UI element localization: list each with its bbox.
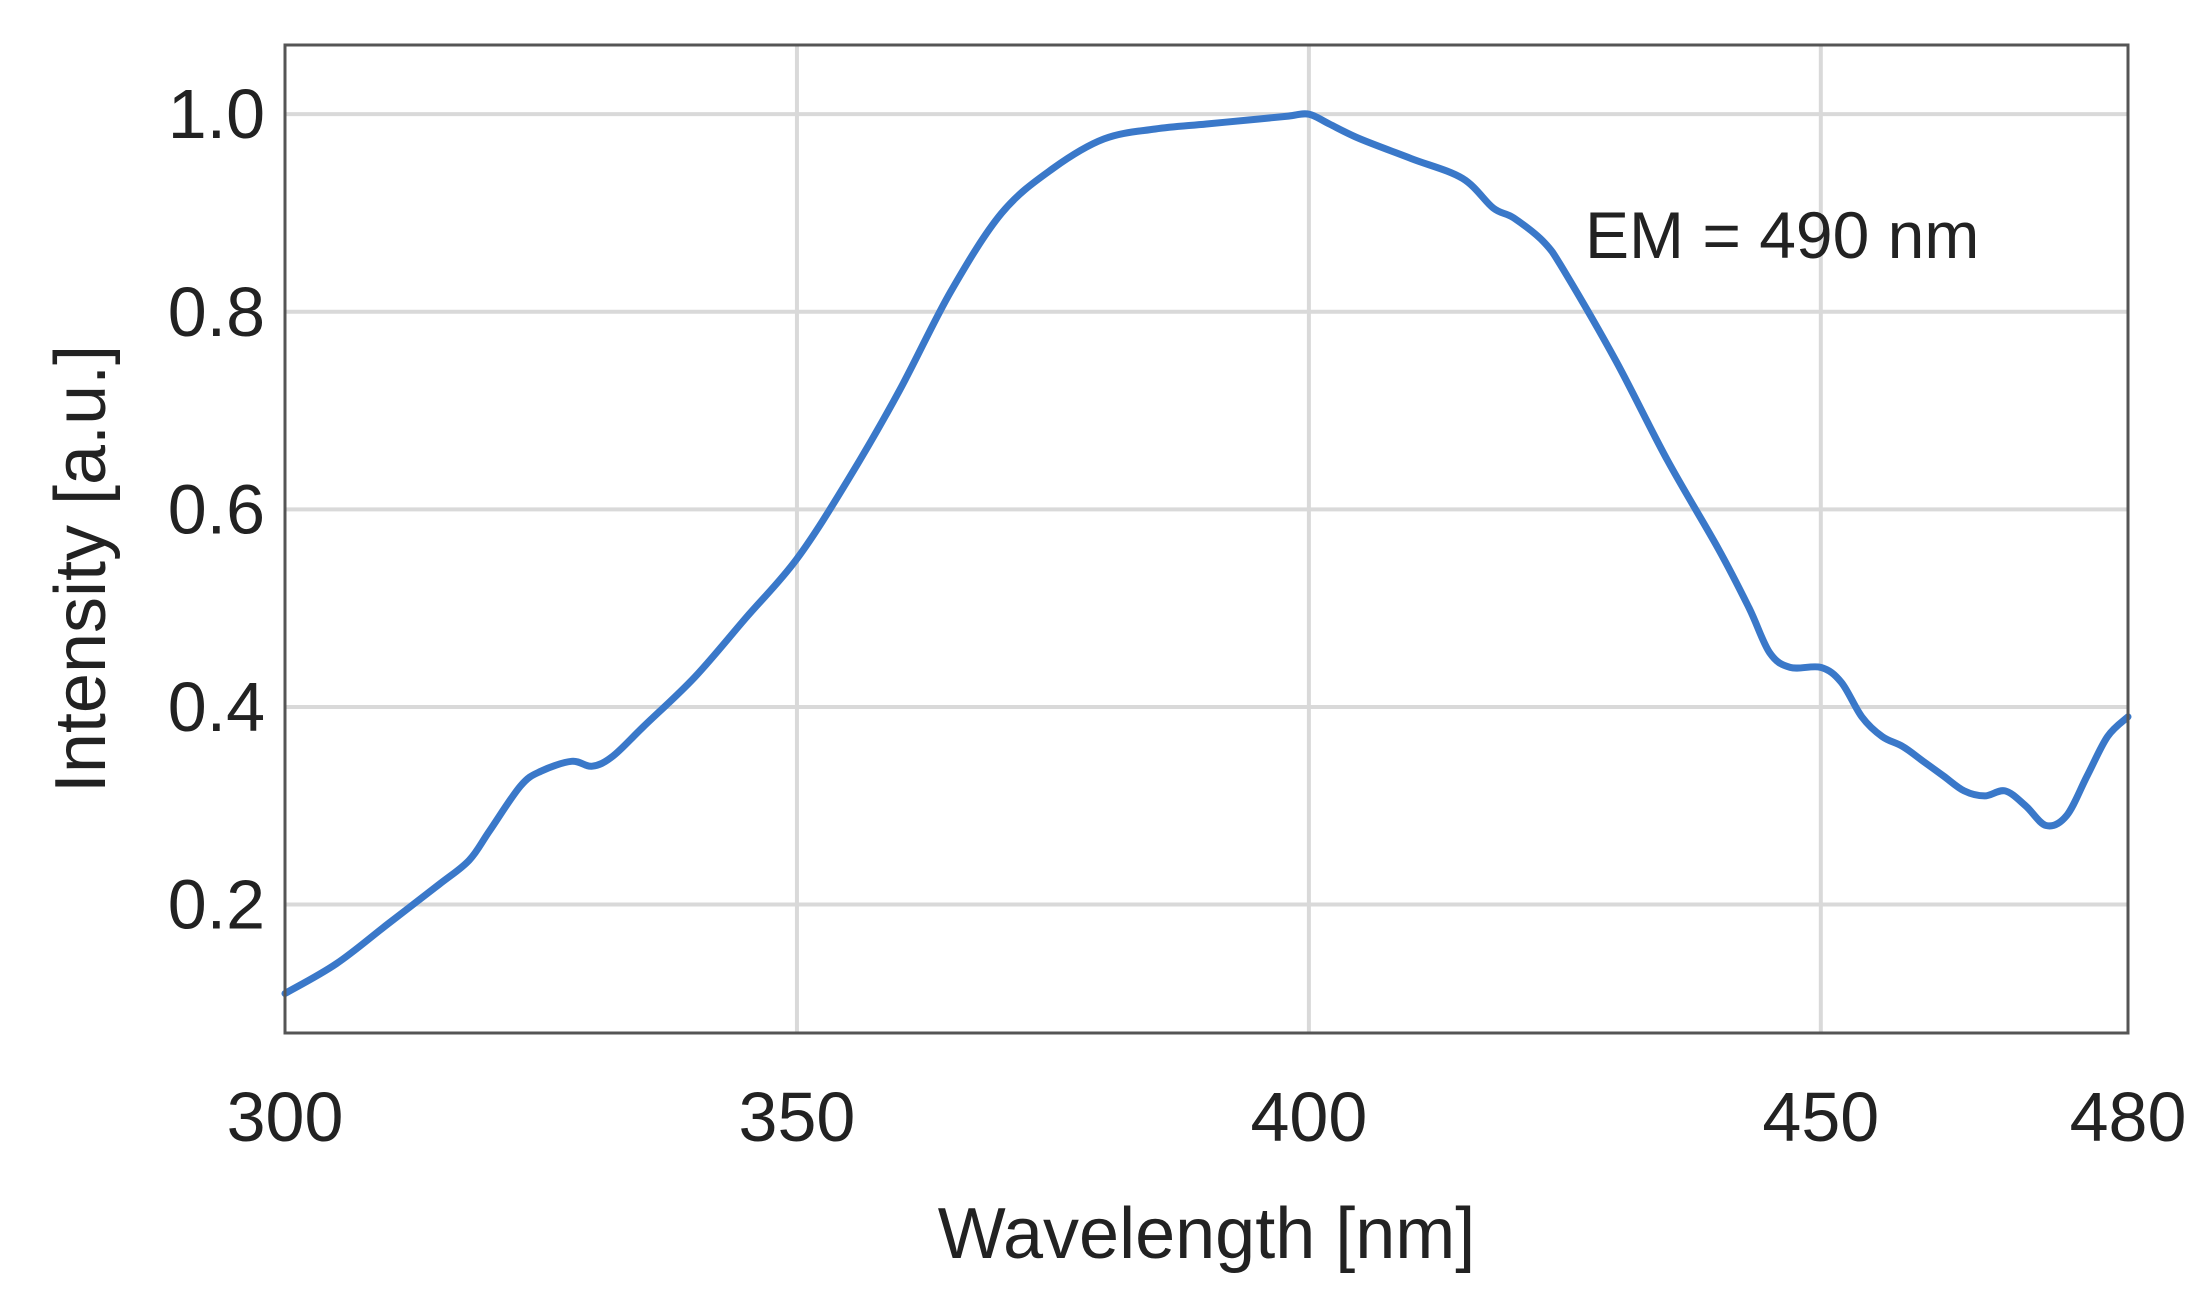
- y-tick-label: 0.8: [168, 273, 265, 351]
- plot-frame: [283, 43, 2130, 1035]
- y-tick-label: 0.6: [168, 470, 265, 548]
- y-axis-title: Intensity [a.u.]: [41, 345, 121, 793]
- grid: [285, 45, 2128, 1033]
- x-tick-label: 400: [1250, 1078, 1367, 1156]
- plot-area: [281, 110, 2132, 997]
- y-tick-label: 0.2: [168, 866, 265, 944]
- y-axis: 0.2 0.4 0.6 0.8 1.0: [168, 75, 265, 943]
- y-tick-label: 0.4: [168, 668, 265, 746]
- x-tick-label: 480: [2070, 1078, 2187, 1156]
- plot-background: [285, 45, 2128, 1033]
- x-axis-title: Wavelength [nm]: [938, 1194, 1476, 1274]
- x-axis: 300 350 400 450 480: [227, 1078, 2187, 1156]
- x-tick-label: 350: [739, 1078, 856, 1156]
- y-tick-label: 1.0: [168, 75, 265, 153]
- spectrum-line: [281, 110, 2132, 997]
- x-tick-label: 300: [227, 1078, 344, 1156]
- x-tick-label: 450: [1762, 1078, 1879, 1156]
- emission-annotation: EM = 490 nm: [1585, 198, 1979, 272]
